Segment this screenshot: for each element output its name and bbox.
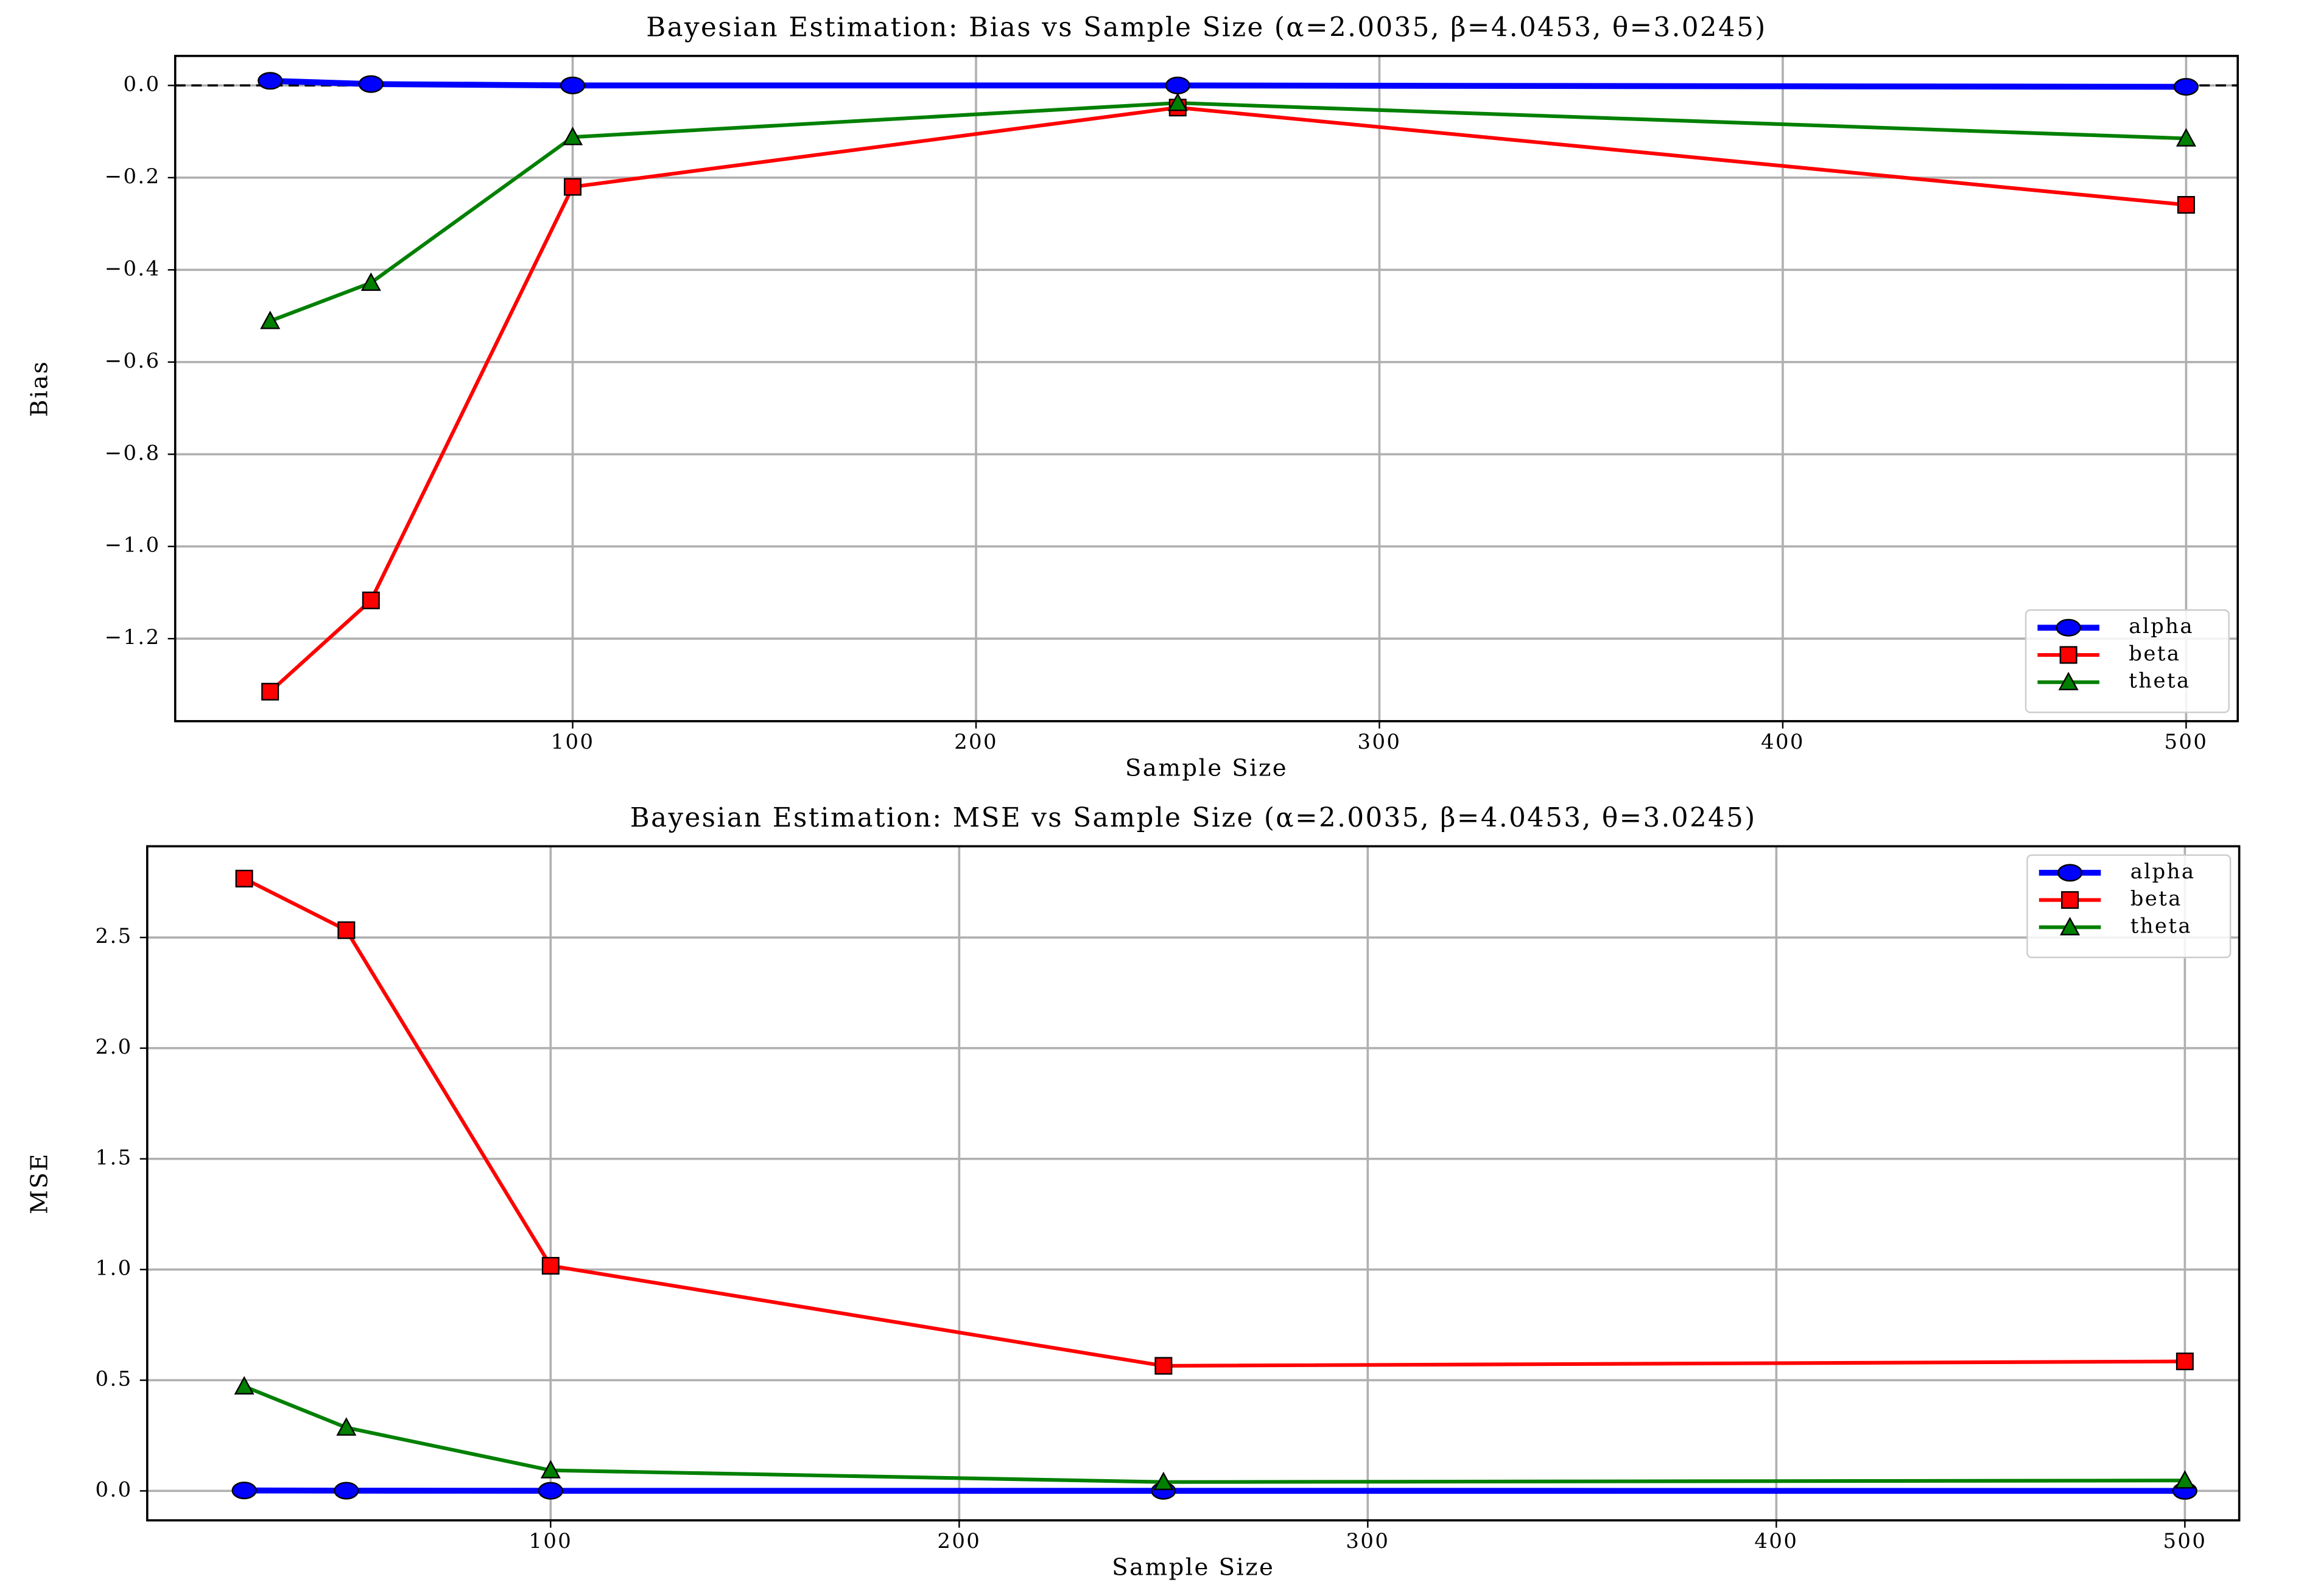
- data-point: [336, 1417, 357, 1436]
- x-tick-label: 400: [1754, 1529, 1798, 1553]
- data-point: [334, 1482, 359, 1500]
- x-tick-label: 100: [529, 1529, 572, 1553]
- data-point: [362, 591, 380, 609]
- y-tick-label: −1.2: [105, 625, 161, 649]
- data-point: [2176, 1353, 2194, 1371]
- chart-title: Bayesian Estimation: Bias vs Sample Size…: [646, 12, 1766, 43]
- data-point: [1167, 93, 1188, 111]
- data-point: [260, 310, 281, 329]
- legend-label: alpha: [2129, 614, 2194, 638]
- y-tick-label: −0.8: [105, 441, 161, 464]
- y-tick-label: 0.0: [96, 1477, 133, 1501]
- data-point: [234, 1376, 255, 1395]
- legend-label: alpha: [2130, 859, 2196, 883]
- legend-label: beta: [2130, 887, 2182, 911]
- plot-frame: [146, 845, 2241, 1522]
- data-point: [2174, 1470, 2195, 1489]
- data-point: [1165, 76, 1190, 94]
- chart-title: Bayesian Estimation: MSE vs Sample Size …: [630, 803, 1757, 833]
- legend-label: theta: [2129, 669, 2190, 693]
- y-tick-label: 1.0: [96, 1256, 133, 1280]
- legend-marker: [2060, 917, 2081, 936]
- data-point: [258, 72, 283, 90]
- data-point: [360, 272, 381, 291]
- y-tick-label: 0.0: [123, 72, 160, 96]
- data-point: [2176, 128, 2196, 147]
- data-point: [358, 75, 384, 93]
- data-point: [1153, 1471, 1174, 1491]
- x-tick-label: 300: [1346, 1529, 1389, 1553]
- x-tick-label: 500: [2164, 730, 2208, 754]
- legend-marker: [2061, 891, 2079, 909]
- data-point: [261, 682, 279, 701]
- y-axis-label: MSE: [26, 1152, 54, 1214]
- y-tick-label: 0.5: [96, 1367, 133, 1390]
- series-line: [243, 1384, 2185, 1484]
- data-point: [2177, 196, 2195, 214]
- data-point: [235, 869, 253, 887]
- data-point: [1154, 1357, 1173, 1375]
- data-point: [562, 127, 583, 145]
- data-point: [2173, 78, 2199, 96]
- y-tick-label: 2.5: [96, 924, 133, 948]
- series-line: [269, 105, 2186, 693]
- data-point: [564, 178, 582, 196]
- series-line: [269, 101, 2186, 323]
- data-point: [337, 921, 356, 939]
- data-point: [540, 1460, 561, 1479]
- x-tick-label: 500: [2163, 1529, 2207, 1553]
- data-point: [231, 1482, 257, 1500]
- legend-marker: [2056, 618, 2081, 637]
- legend-marker: [2059, 646, 2077, 664]
- x-tick-label: 300: [1358, 730, 1402, 754]
- plot-frame: [174, 55, 2239, 723]
- y-tick-label: −0.6: [105, 349, 161, 373]
- y-tick-label: −0.2: [105, 164, 161, 188]
- legend-label: beta: [2129, 642, 2180, 665]
- x-axis-label: Sample Size: [1112, 1553, 1274, 1581]
- x-axis-label: Sample Size: [1125, 755, 1288, 782]
- series-line: [270, 77, 2186, 90]
- legend-marker: [2057, 864, 2083, 882]
- x-tick-label: 400: [1761, 730, 1805, 754]
- data-point: [538, 1482, 563, 1500]
- data-point: [541, 1256, 560, 1275]
- x-tick-label: 200: [954, 730, 998, 754]
- legend-marker: [2058, 671, 2079, 691]
- y-tick-label: 1.5: [96, 1146, 133, 1169]
- x-tick-label: 200: [937, 1529, 981, 1553]
- legend-label: theta: [2130, 914, 2192, 937]
- y-axis-label: Bias: [26, 360, 54, 417]
- y-tick-label: 2.0: [96, 1035, 133, 1059]
- series-line: [243, 877, 2185, 1368]
- y-tick-label: −1.0: [105, 533, 161, 557]
- x-tick-label: 100: [551, 730, 595, 754]
- data-point: [560, 76, 586, 94]
- y-tick-label: −0.4: [105, 256, 161, 280]
